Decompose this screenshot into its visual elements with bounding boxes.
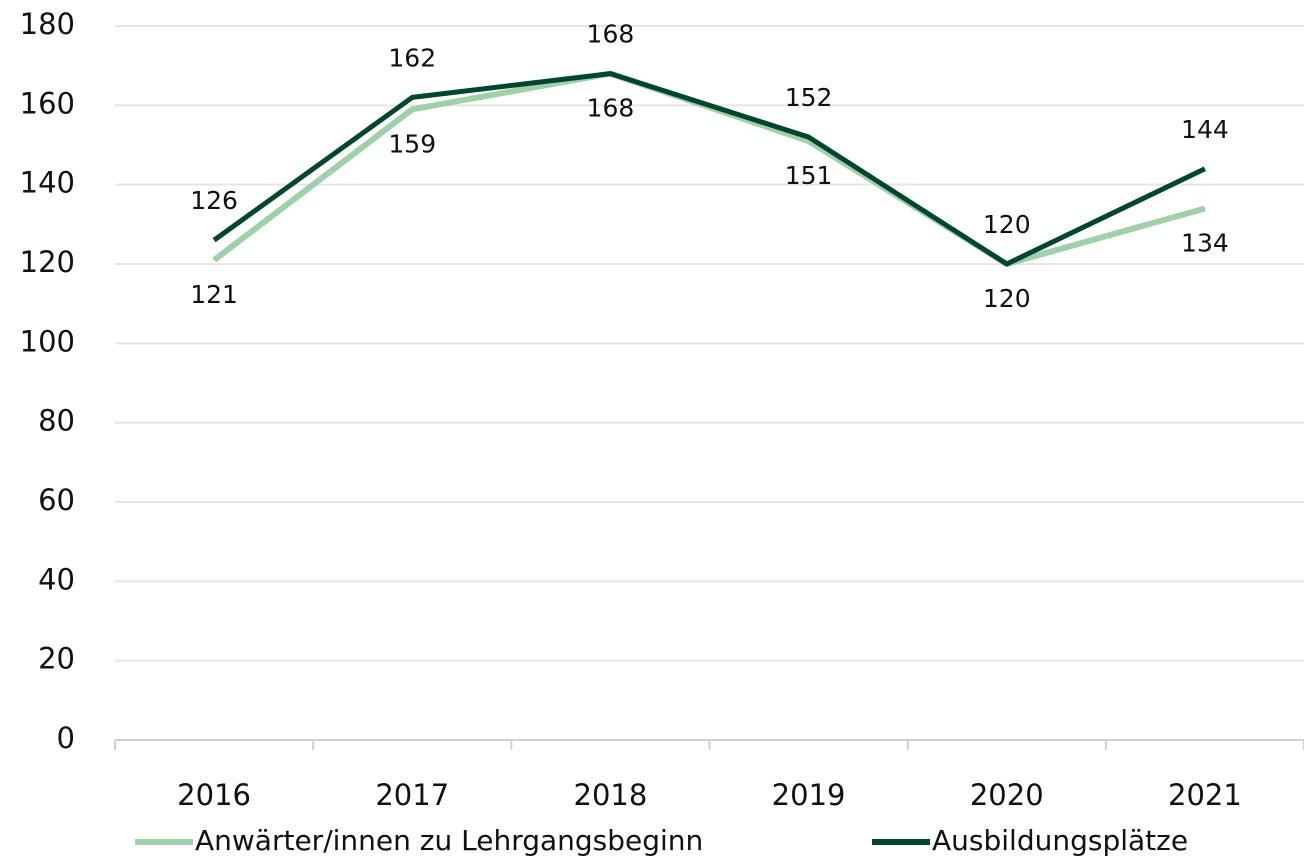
y-tick-label: 60 bbox=[38, 483, 75, 517]
y-tick-label: 0 bbox=[57, 721, 75, 755]
data-label: 120 bbox=[983, 284, 1031, 313]
data-label: 162 bbox=[388, 43, 436, 72]
data-label: 120 bbox=[983, 210, 1031, 239]
x-tick-label: 2020 bbox=[970, 778, 1044, 812]
y-tick-label: 20 bbox=[38, 642, 75, 676]
x-tick-label: 2017 bbox=[375, 778, 449, 812]
y-tick-label: 40 bbox=[38, 562, 75, 596]
x-tick-label: 2021 bbox=[1168, 778, 1242, 812]
data-label: 126 bbox=[190, 186, 238, 215]
y-tick-label: 80 bbox=[38, 404, 75, 438]
legend-label: Anwärter/innen zu Lehrgangsbeginn bbox=[195, 824, 703, 857]
series-line bbox=[212, 71, 1206, 267]
legend-label: Ausbildungsplätze bbox=[932, 824, 1188, 857]
data-label: 134 bbox=[1181, 228, 1229, 257]
y-tick-label: 160 bbox=[20, 86, 75, 120]
y-tick-label: 100 bbox=[20, 324, 75, 358]
series-line bbox=[212, 70, 1206, 267]
y-tick-label: 180 bbox=[20, 7, 75, 41]
data-label: 121 bbox=[190, 280, 238, 309]
data-label: 152 bbox=[785, 83, 833, 112]
data-label: 168 bbox=[587, 94, 635, 123]
data-label: 144 bbox=[1181, 115, 1229, 144]
data-label: 151 bbox=[785, 161, 833, 190]
x-tick-label: 2016 bbox=[177, 778, 251, 812]
data-label: 159 bbox=[388, 129, 436, 158]
x-tick-label: 2019 bbox=[772, 778, 846, 812]
x-tick-label: 2018 bbox=[574, 778, 648, 812]
data-label: 168 bbox=[587, 20, 635, 49]
y-tick-label: 140 bbox=[20, 166, 75, 200]
y-tick-label: 120 bbox=[20, 245, 75, 279]
